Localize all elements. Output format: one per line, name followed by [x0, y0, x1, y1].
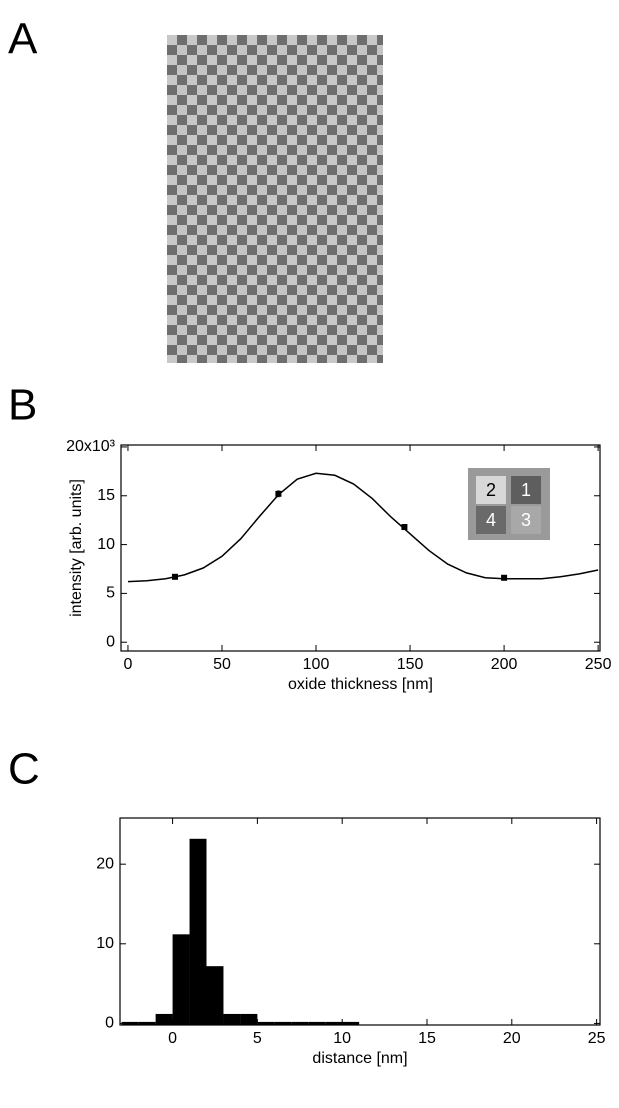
data-point [275, 490, 282, 497]
x-tick-label: 250 [585, 656, 612, 673]
panel-label: A [8, 15, 38, 64]
histogram-bar [240, 1013, 258, 1025]
histogram-bar [189, 838, 207, 1025]
histogram-bar [121, 1021, 139, 1025]
plot-frame [119, 817, 601, 1026]
histogram-bar [138, 1021, 156, 1025]
y-tick-label: 5 [106, 585, 115, 602]
x-axis-label: distance [nm] [312, 1050, 407, 1067]
y-tick-label: 20x10³ [66, 438, 116, 455]
inset [468, 468, 550, 540]
y-tick-label: 10 [97, 536, 115, 553]
x-tick-label: 50 [213, 656, 231, 673]
histogram-bar [257, 1021, 275, 1025]
panel-label: B [8, 381, 37, 430]
y-tick-label: 10 [96, 935, 114, 952]
inset-label: 4 [486, 510, 496, 530]
x-axis-label: oxide thickness [nm] [288, 676, 433, 693]
x-tick-label: 5 [253, 1030, 262, 1047]
data-point [401, 524, 408, 531]
plot-frame [120, 444, 601, 652]
data-point [501, 574, 508, 581]
inset-label: 3 [521, 510, 531, 530]
y-tick-label: 0 [106, 633, 115, 650]
x-tick-label: 200 [491, 656, 518, 673]
y-tick-label: 0 [105, 1015, 114, 1032]
histogram-bar [274, 1021, 292, 1025]
inset-label: 1 [521, 480, 531, 500]
histogram-bar [291, 1021, 309, 1025]
x-tick-label: 15 [418, 1030, 436, 1047]
inset-label: 2 [486, 480, 496, 500]
x-tick-label: 10 [333, 1030, 351, 1047]
x-tick-label: 100 [303, 656, 330, 673]
x-tick-label: 0 [124, 656, 133, 673]
histogram-bar [325, 1021, 343, 1025]
histogram-bar [206, 966, 224, 1025]
x-tick-label: 20 [503, 1030, 521, 1047]
panel-label: C [8, 745, 40, 794]
checkerboard-image [167, 35, 383, 363]
x-tick-label: 150 [397, 656, 424, 673]
histogram-bar [223, 1013, 241, 1025]
y-tick-label: 20 [96, 855, 114, 872]
y-tick-label: 15 [97, 487, 115, 504]
y-axis-label: intensity [arb. units] [68, 479, 85, 617]
histogram-bar [155, 1013, 173, 1025]
histogram-bar [342, 1021, 360, 1025]
fit-curve [127, 472, 599, 583]
x-tick-label: 25 [588, 1030, 606, 1047]
x-tick-label: 0 [168, 1030, 177, 1047]
data-point [171, 573, 178, 580]
histogram-bar [172, 934, 190, 1025]
histogram-bar [308, 1021, 326, 1025]
